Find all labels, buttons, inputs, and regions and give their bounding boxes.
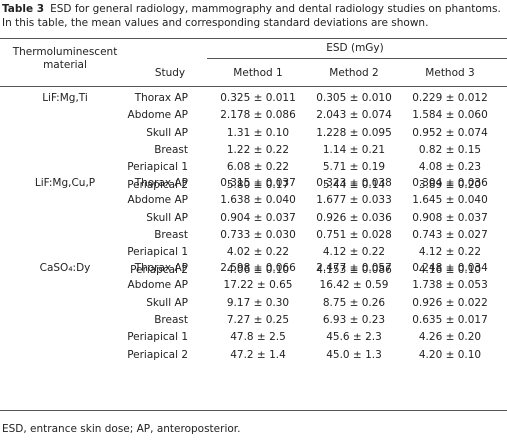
study: Periapical 1 <box>127 246 188 259</box>
header-method: Method 2 <box>329 67 379 79</box>
value: 4.06 ± 0.10 <box>226 263 290 276</box>
study: Skull AP <box>146 126 188 139</box>
header-study: Study <box>154 67 186 79</box>
value: 0.908 ± 0.037 <box>412 211 488 224</box>
study: Skull AP <box>146 296 188 309</box>
value: 0.751 ± 0.028 <box>316 228 392 241</box>
value: 1.584 ± 0.060 <box>412 109 488 122</box>
value: 0.743 ± 0.027 <box>412 228 488 241</box>
value: 1.228 ± 0.095 <box>316 126 392 139</box>
value: 5.80 ± 0.17 <box>226 178 290 191</box>
header-method: Method 1 <box>233 67 283 79</box>
study: Abdome AP <box>127 279 188 292</box>
value: 4.12 ± 0.22 <box>418 246 482 259</box>
study: Thorax AP <box>134 262 188 274</box>
value: 17.22 ± 0.65 <box>223 279 293 292</box>
study: Thorax AP <box>134 177 188 189</box>
value: 0.82 ± 0.15 <box>418 143 482 156</box>
header-method: Method 3 <box>425 67 475 79</box>
value: 0.926 ± 0.036 <box>316 211 392 224</box>
header-material: Thermoluminescent material <box>12 46 118 71</box>
caption: Table 3 ESD for general radiology, mammog… <box>2 2 502 30</box>
study: Breast <box>154 228 188 241</box>
value: 47.8 ± 2.5 <box>230 331 286 344</box>
study: Periapical 1 <box>127 161 188 174</box>
study: Breast <box>154 143 188 156</box>
study: Skull AP <box>146 211 188 224</box>
material: LiF:Mg,Cu,P <box>34 177 96 189</box>
value: 0.248 ± 0.034 <box>412 262 488 274</box>
material: LiF:Mg,Ti <box>42 92 88 104</box>
value: 45.0 ± 1.3 <box>326 348 382 361</box>
value: 8.75 ± 0.26 <box>322 296 386 309</box>
value: 1.14 ± 0.21 <box>322 143 386 156</box>
value: 2.598 ± 0.066 <box>220 262 296 274</box>
header-group: ESD (mGy) <box>326 42 384 54</box>
value: 1.645 ± 0.040 <box>412 194 488 207</box>
study: Periapical 2 <box>127 348 188 361</box>
value: 7.27 ± 0.25 <box>226 313 290 326</box>
value: 0.926 ± 0.022 <box>412 296 488 309</box>
value: 0.733 ± 0.030 <box>220 228 296 241</box>
value: 0.635 ± 0.017 <box>412 313 488 326</box>
value: 1.31 ± 0.10 <box>226 126 290 139</box>
value: 4.20 ± 0.10 <box>418 348 482 361</box>
value: 2.043 ± 0.074 <box>316 109 392 122</box>
value: 5.44 ± 0.14 <box>322 178 386 191</box>
value: 5.71 ± 0.19 <box>322 161 386 174</box>
value: 0.305 ± 0.010 <box>316 92 392 104</box>
value: 0.315 ± 0.037 <box>220 177 296 189</box>
value: 3.89 ± 0.20 <box>418 178 482 191</box>
top-rule <box>0 38 507 39</box>
study: Breast <box>154 313 188 326</box>
value: 2.477 ± 0.057 <box>316 262 392 274</box>
caption-text: ESD for general radiology, mammography a… <box>2 3 501 29</box>
study: Abdome AP <box>127 194 188 207</box>
value: 4.153 ± 0.086 <box>316 263 392 276</box>
value: 45.6 ± 2.3 <box>326 331 382 344</box>
group-rule <box>207 58 507 59</box>
value: 2.178 ± 0.086 <box>220 109 296 122</box>
value: 0.904 ± 0.037 <box>220 211 296 224</box>
study: Periapical 2 <box>127 178 188 191</box>
footnote: ESD, entrance skin dose; AP, anteroposte… <box>2 423 241 435</box>
caption-label: Table 3 <box>2 3 45 15</box>
value: 0.325 ± 0.011 <box>220 92 296 104</box>
value: 16.42 ± 0.59 <box>319 279 389 292</box>
value: 1.22 ± 0.22 <box>226 143 290 156</box>
value: 4.02 ± 0.22 <box>226 246 290 259</box>
value: 4.26 ± 0.20 <box>418 331 482 344</box>
value: 0.229 ± 0.012 <box>412 92 488 104</box>
study: Periapical 1 <box>127 331 188 344</box>
value: 1.638 ± 0.040 <box>220 194 296 207</box>
value: 0.304 ± 0.036 <box>412 177 488 189</box>
value: 1.677 ± 0.033 <box>316 194 392 207</box>
value: 0.952 ± 0.074 <box>412 126 488 139</box>
value: 4.08 ± 0.23 <box>418 161 482 174</box>
study: Abdome AP <box>127 109 188 122</box>
header-rule <box>0 86 507 87</box>
value: 1.738 ± 0.053 <box>412 279 488 292</box>
value: 4.16 ± 0.10 <box>418 263 482 276</box>
value: 6.08 ± 0.22 <box>226 161 290 174</box>
value: 6.93 ± 0.23 <box>322 313 386 326</box>
study: Thorax AP <box>134 92 188 104</box>
value: 47.2 ± 1.4 <box>230 348 286 361</box>
material: CaSO₄:Dy <box>39 262 91 274</box>
bottom-rule <box>0 410 507 411</box>
value: 4.12 ± 0.22 <box>322 246 386 259</box>
study: Periapcal 2 <box>130 263 188 276</box>
value: 0.323 ± 0.038 <box>316 177 392 189</box>
value: 9.17 ± 0.30 <box>226 296 290 309</box>
